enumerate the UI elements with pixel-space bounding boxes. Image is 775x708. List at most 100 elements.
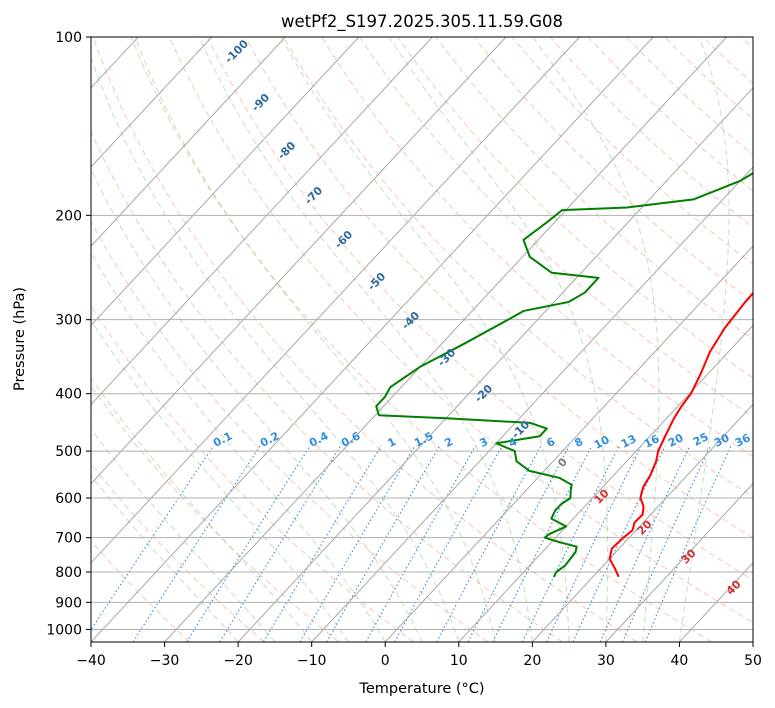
moist-adiabat-line [134, 37, 497, 642]
isotherm-label: -50 [365, 270, 388, 293]
y-tick-label: 700 [55, 531, 82, 547]
dry-adiabat-line [91, 540, 191, 642]
mixing-ratio-label: 13 [619, 432, 639, 451]
dry-adiabat-line [702, 37, 753, 85]
moist-adiabat-line [532, 37, 660, 642]
isotherm-line [752, 641, 753, 642]
isotherm-label: -40 [399, 309, 422, 332]
dry-adiabat-line [168, 37, 753, 624]
y-tick-label: 300 [55, 313, 82, 329]
dry-adiabat-line [91, 385, 340, 642]
mixing-ratio-label: 6 [544, 435, 557, 450]
moist-adiabat-line [388, 37, 609, 642]
mixing-ratio-line [436, 445, 542, 642]
isotherm-line [91, 37, 580, 564]
mixing-ratio-line [299, 445, 416, 642]
x-tick-label: 10 [450, 653, 468, 669]
y-tick-label: 200 [55, 208, 82, 224]
chart-labels: -100-90-80-70-60-50-40-30-20-100.1 0.2 0.4… [211, 37, 753, 598]
isotherm-line [605, 482, 753, 642]
chart-title: wetPf2_S197.2025.305.11.59.G08 [281, 12, 563, 32]
isotherm-label: -100 [222, 37, 251, 66]
mixing-ratio-label: 8 [572, 435, 585, 450]
isotherm-label: -90 [249, 91, 272, 114]
x-axis: −40 −30 −20 −10 0 10 20 30 40 50 [76, 642, 762, 669]
mixing-ratio-line [546, 445, 642, 642]
mixing-ratio-line [186, 445, 311, 642]
mixing-ratio-label: 3 [477, 435, 490, 450]
x-axis-title: Temperature (°C) [358, 681, 484, 697]
mixing-ratio-line [132, 445, 261, 642]
x-tick-label: −40 [76, 653, 106, 669]
mixing-ratio-label: 16 [642, 432, 662, 451]
dry-adiabat-line [283, 37, 753, 498]
x-tick-label: 20 [523, 653, 541, 669]
dry-adiabat-label: 0 [555, 455, 570, 470]
dry-adiabat-line [664, 37, 753, 120]
moist-adiabat-line [91, 474, 239, 642]
dry-adiabat-line [206, 37, 753, 581]
mixing-ratio-line [219, 445, 342, 642]
dry-adiabat-line [397, 37, 753, 379]
dry-adiabat-label: 10 [592, 486, 612, 506]
isotherm-line [384, 245, 753, 642]
dry-adiabat-line [92, 37, 638, 642]
y-tick-label: 1000 [46, 622, 82, 638]
mixing-ratio-line [394, 445, 503, 642]
isotherm-line [91, 37, 213, 168]
dry-adiabat-label: 30 [679, 546, 699, 566]
moist-adiabat-line [91, 428, 276, 642]
isotherm-line [237, 87, 753, 642]
x-tick-label: −10 [297, 653, 327, 669]
moist-adiabat-line [198, 37, 533, 642]
x-tick-label: −30 [150, 653, 180, 669]
dry-adiabat-line [91, 304, 414, 642]
y-axis: 1000 900 800 700 600 500 400 300 200 100 [46, 30, 91, 638]
isotherm-line [311, 166, 753, 642]
x-tick-label: 40 [671, 653, 689, 669]
mixing-ratio-line [326, 445, 440, 642]
mixing-ratio-label: 30 [712, 431, 732, 450]
dry-adiabat-label: 40 [724, 577, 744, 597]
isotherm-label: -60 [332, 228, 355, 251]
mixing-ratio-line [365, 445, 477, 642]
background-lines [0, 37, 753, 642]
isotherm-label: -20 [472, 382, 495, 405]
y-axis-title: Pressure (hPa) [12, 287, 28, 391]
x-tick-label: 0 [381, 653, 390, 669]
mixing-ratio-label: 1 [385, 435, 398, 450]
dry-adiabat-line [511, 37, 753, 265]
isotherm-label: -70 [302, 184, 325, 207]
y-tick-label: 400 [55, 387, 82, 403]
mixing-ratio-label: 1.5 [412, 429, 435, 449]
sounding-lines [375, 171, 753, 578]
y-tick-label: 900 [55, 595, 82, 611]
mixing-ratio-label: 0.2 [258, 429, 281, 449]
mixing-ratio-label: 0.1 [211, 429, 234, 449]
x-tick-label: 50 [744, 653, 762, 669]
moist-adiabat-line [91, 56, 460, 642]
mixing-ratio-line [91, 445, 214, 631]
mixing-ratio-label: 2 [442, 435, 455, 450]
dewpoint-line [375, 171, 753, 578]
dry-adiabat-line [740, 37, 753, 49]
isotherm-line [91, 37, 654, 642]
isotherm-line [91, 37, 360, 327]
mixing-ratio-line [572, 445, 666, 642]
isotherm-line [0, 37, 65, 642]
mixing-ratio-label: 25 [691, 430, 711, 449]
isotherm-line [531, 403, 753, 642]
mixing-ratio-line [263, 445, 382, 642]
x-tick-label: −20 [223, 653, 253, 669]
moist-adiabat-line [280, 37, 570, 642]
mixing-ratio-label: 0.4 [307, 429, 331, 450]
dry-adiabat-line [321, 37, 753, 458]
y-tick-label: 600 [55, 491, 82, 507]
moist-adiabat-line [91, 251, 386, 642]
dry-adiabat-line [549, 37, 753, 229]
x-tick-label: 30 [597, 653, 615, 669]
mixing-ratio-line [467, 445, 570, 642]
mixing-ratio-label: 10 [592, 433, 612, 452]
moist-adiabat-line [91, 168, 423, 642]
